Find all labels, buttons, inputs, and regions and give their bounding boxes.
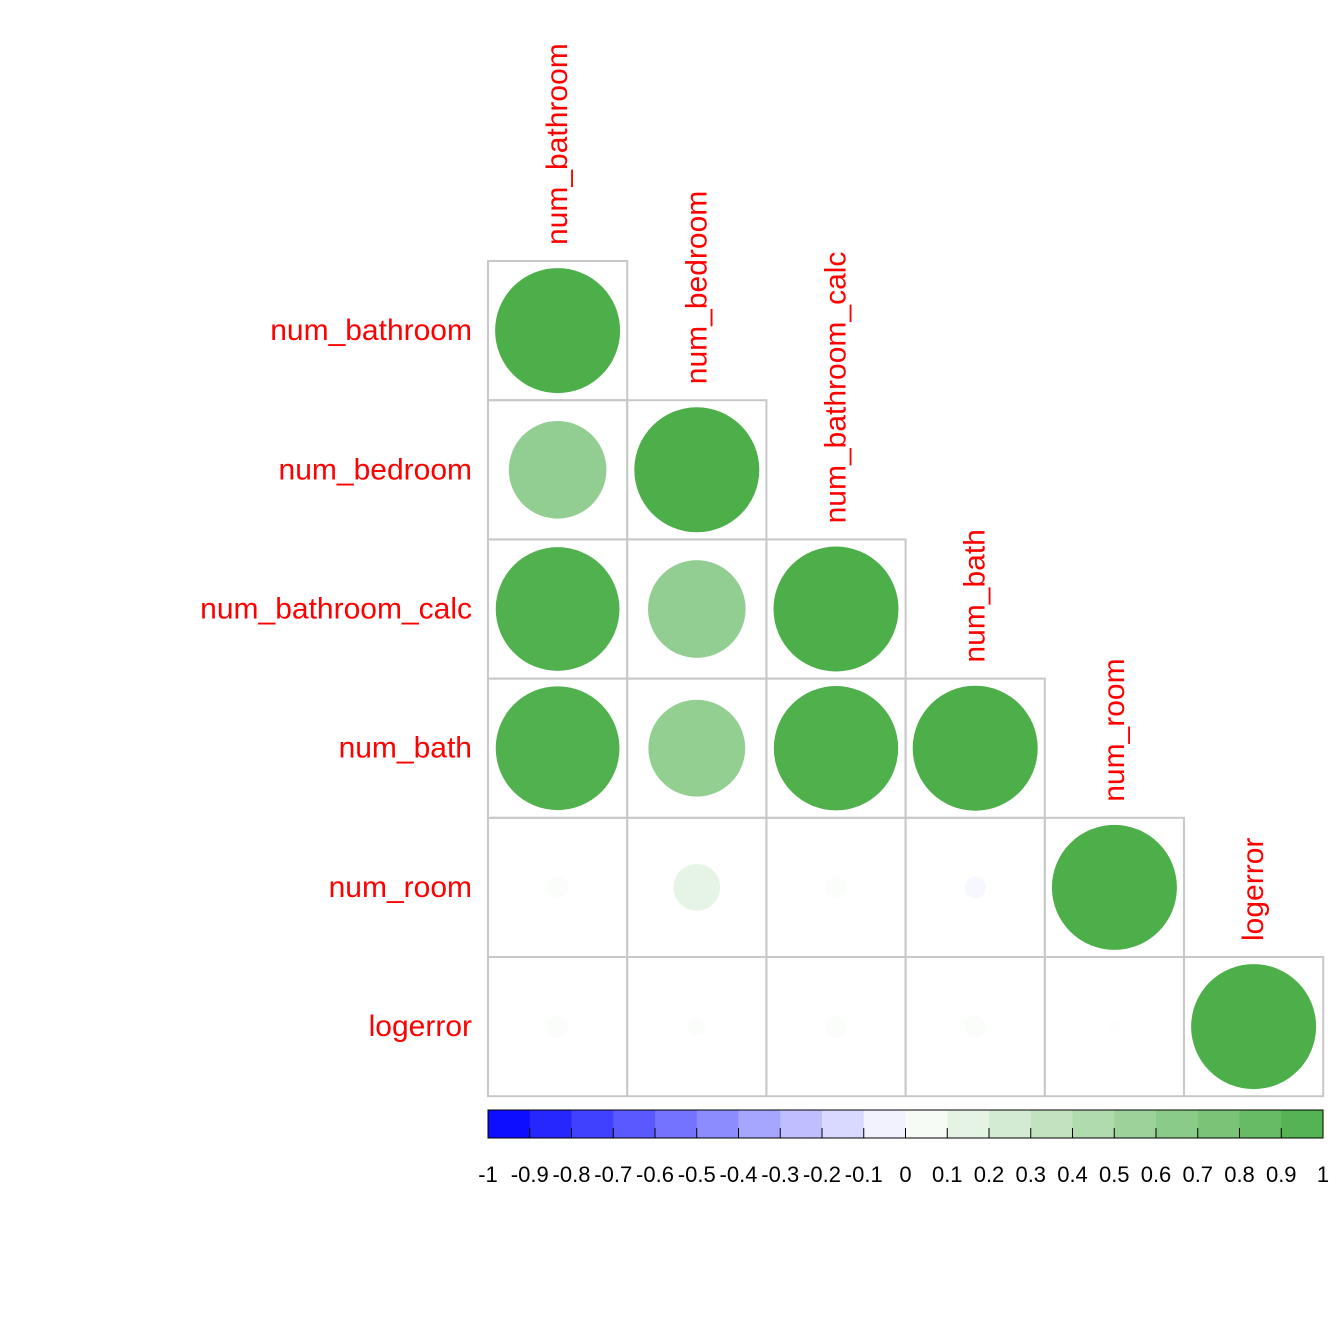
colorbar-segment <box>947 1110 990 1138</box>
row-label: num_room <box>329 871 472 904</box>
correlation-circles <box>495 268 1317 1090</box>
colorbar-tick-label: -0.4 <box>720 1162 758 1187</box>
colorbar-tick-label: 0.6 <box>1141 1162 1172 1187</box>
colorbar-segment <box>655 1110 698 1138</box>
correlation-circle <box>1191 964 1317 1090</box>
colorbar-tick-label: -1 <box>478 1162 498 1187</box>
row-label: num_bedroom <box>279 453 472 486</box>
colorbar-tick-label: 1 <box>1317 1162 1329 1187</box>
column-label: num_bedroom <box>680 191 713 384</box>
correlation-circle <box>773 686 899 811</box>
colorbar-tick-label: 0.2 <box>974 1162 1005 1187</box>
colorbar-segment <box>613 1110 656 1138</box>
colorbar-segment <box>696 1110 739 1138</box>
correlation-circle <box>687 1017 706 1036</box>
column-labels: num_bathroom num_bedroom num_bathroom_calc… <box>541 43 1270 941</box>
correlation-circle <box>825 876 847 899</box>
colorbar-segment <box>1281 1110 1324 1138</box>
matrix-grid <box>487 260 1325 1098</box>
row-labels: num_bathroom num_bedroom num_bathroom_calc… <box>200 314 472 1043</box>
correlation-circle <box>673 864 721 911</box>
matrix-cell <box>1183 956 1325 1098</box>
colorbar-segment <box>863 1110 906 1138</box>
column-label: num_room <box>1098 658 1131 801</box>
colorbar-tick-label: -0.5 <box>678 1162 716 1187</box>
colorbar-tick-label: -0.6 <box>636 1162 674 1187</box>
colorbar-tick-label: 0.5 <box>1099 1162 1130 1187</box>
correlation-circle <box>773 546 899 672</box>
correlation-circle <box>825 1015 847 1038</box>
colorbar-segment <box>529 1110 572 1138</box>
column-label: num_bath <box>959 529 992 662</box>
colorbar-tick-label: -0.7 <box>594 1162 632 1187</box>
colorbar-segment <box>571 1110 614 1138</box>
correlation-circle <box>495 268 621 394</box>
colorbar-tick-label: 0.9 <box>1266 1162 1297 1187</box>
colorbar-tick-label: 0.7 <box>1182 1162 1213 1187</box>
colorbar-segment <box>1156 1110 1199 1138</box>
colorbar-segment <box>1114 1110 1157 1138</box>
correlation-circle <box>1051 824 1177 950</box>
row-label: num_bathroom_calc <box>200 593 472 626</box>
correlation-circle <box>546 876 569 899</box>
correlation-circle <box>508 420 607 519</box>
colorbar-segment <box>488 1110 531 1138</box>
colorbar-segment <box>822 1110 865 1138</box>
colorbar-tick-label: -0.8 <box>553 1162 591 1187</box>
correlation-circle <box>634 407 760 533</box>
colorbar-tick-label: 0.8 <box>1224 1162 1255 1187</box>
colorbar-tick-label: -0.2 <box>803 1162 841 1187</box>
row-label: num_bath <box>339 732 472 765</box>
column-label: num_bathroom <box>541 43 574 245</box>
correlation-circle <box>495 547 620 671</box>
colorbar: -1 -0.9 -0.8 -0.7 -0.6 -0.5 -0.4 -0.3 -0.2 -0.1 0 0… <box>478 1109 1329 1187</box>
colorbar-tick-label: -0.1 <box>845 1162 883 1187</box>
colorbar-tick-label: 0 <box>899 1162 911 1187</box>
correlation-circle <box>647 560 746 658</box>
correlation-circle <box>648 699 746 797</box>
colorbar-segment <box>780 1110 823 1138</box>
row-label: logerror <box>369 1010 472 1043</box>
colorbar-segment <box>1030 1110 1073 1138</box>
colorbar-tick-label: -0.3 <box>761 1162 799 1187</box>
colorbar-segment <box>905 1110 948 1138</box>
column-label: logerror <box>1237 838 1270 941</box>
colorbar-segment <box>1197 1110 1240 1138</box>
correlation-circle <box>964 1015 987 1038</box>
colorbar-segment <box>1072 1110 1115 1138</box>
column-label: num_bathroom_calc <box>820 252 853 524</box>
colorbar-tick-label: -0.9 <box>511 1162 549 1187</box>
colorbar-segment <box>1239 1110 1282 1138</box>
correlation-circle <box>964 876 987 899</box>
correlation-circle <box>1108 1020 1121 1033</box>
colorbar-segment <box>989 1110 1032 1138</box>
colorbar-tick-label: 0.3 <box>1015 1162 1046 1187</box>
row-label: num_bathroom <box>270 314 472 347</box>
correlation-circle <box>495 686 620 811</box>
colorbar-tick-label: 0.1 <box>932 1162 963 1187</box>
correlation-circle <box>546 1015 569 1038</box>
colorbar-segment <box>738 1110 781 1138</box>
correlation-circle <box>912 685 1038 811</box>
colorbar-tick-label: 0.4 <box>1057 1162 1088 1187</box>
